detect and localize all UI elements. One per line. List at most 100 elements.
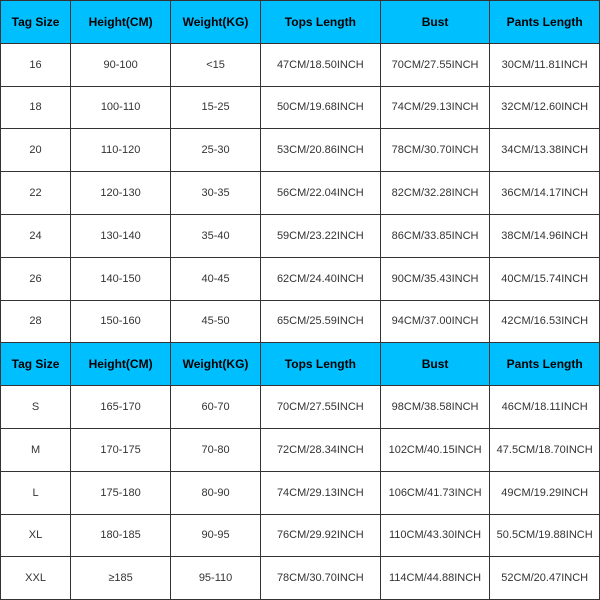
table-cell: 98CM/38.58INCH xyxy=(380,386,490,429)
table-cell: 70CM/27.55INCH xyxy=(260,386,380,429)
table-header-1: Tag Size Height(CM) Weight(KG) Tops Leng… xyxy=(1,1,600,44)
table-cell: 76CM/29.92INCH xyxy=(260,514,380,557)
table-cell: 49CM/19.29INCH xyxy=(490,471,600,514)
table-cell: <15 xyxy=(171,43,261,86)
table-cell: 16 xyxy=(1,43,71,86)
table-row: S165-17060-7070CM/27.55INCH98CM/38.58INC… xyxy=(1,386,600,429)
table-cell: L xyxy=(1,471,71,514)
table-row: M170-17570-8072CM/28.34INCH102CM/40.15IN… xyxy=(1,428,600,471)
header-tag-size: Tag Size xyxy=(1,1,71,44)
table-cell: 40-45 xyxy=(171,257,261,300)
table-cell: 56CM/22.04INCH xyxy=(260,172,380,215)
table-cell: 34CM/13.38INCH xyxy=(490,129,600,172)
header-tops-length-2: Tops Length xyxy=(260,343,380,386)
table-cell: 50.5CM/19.88INCH xyxy=(490,514,600,557)
header-pants-length-2: Pants Length xyxy=(490,343,600,386)
table-cell: 65CM/25.59INCH xyxy=(260,300,380,343)
table-cell: M xyxy=(1,428,71,471)
table-cell: 78CM/30.70INCH xyxy=(260,557,380,600)
table-cell: 180-185 xyxy=(71,514,171,557)
table-row: 18100-11015-2550CM/19.68INCH74CM/29.13IN… xyxy=(1,86,600,129)
table-cell: 52CM/20.47INCH xyxy=(490,557,600,600)
table-section-kids: 1690-100<1547CM/18.50INCH70CM/27.55INCH3… xyxy=(1,43,600,343)
table-cell: 78CM/30.70INCH xyxy=(380,129,490,172)
table-cell: 140-150 xyxy=(71,257,171,300)
table-cell: 114CM/44.88INCH xyxy=(380,557,490,600)
table-cell: 70-80 xyxy=(171,428,261,471)
table-cell: 30-35 xyxy=(171,172,261,215)
table-cell: 20 xyxy=(1,129,71,172)
table-row: 28150-16045-5065CM/25.59INCH94CM/37.00IN… xyxy=(1,300,600,343)
table-cell: ≥185 xyxy=(71,557,171,600)
table-cell: 28 xyxy=(1,300,71,343)
table-cell: 26 xyxy=(1,257,71,300)
table-row: 26140-15040-4562CM/24.40INCH90CM/35.43IN… xyxy=(1,257,600,300)
table-row: XXL≥18595-11078CM/30.70INCH114CM/44.88IN… xyxy=(1,557,600,600)
table-cell: 32CM/12.60INCH xyxy=(490,86,600,129)
table-cell: 74CM/29.13INCH xyxy=(380,86,490,129)
table-row: XL180-18590-9576CM/29.92INCH110CM/43.30I… xyxy=(1,514,600,557)
header-pants-length: Pants Length xyxy=(490,1,600,44)
table-row: 1690-100<1547CM/18.50INCH70CM/27.55INCH3… xyxy=(1,43,600,86)
table-cell: 150-160 xyxy=(71,300,171,343)
table-cell: 47CM/18.50INCH xyxy=(260,43,380,86)
table-cell: 165-170 xyxy=(71,386,171,429)
table-cell: 74CM/29.13INCH xyxy=(260,471,380,514)
table-cell: 102CM/40.15INCH xyxy=(380,428,490,471)
table-cell: 175-180 xyxy=(71,471,171,514)
table-cell: 70CM/27.55INCH xyxy=(380,43,490,86)
header-weight: Weight(KG) xyxy=(171,1,261,44)
header-bust: Bust xyxy=(380,1,490,44)
table-cell: 86CM/33.85INCH xyxy=(380,214,490,257)
table-section-adults: S165-17060-7070CM/27.55INCH98CM/38.58INC… xyxy=(1,386,600,600)
table-cell: 82CM/32.28INCH xyxy=(380,172,490,215)
table-cell: 40CM/15.74INCH xyxy=(490,257,600,300)
table-cell: 36CM/14.17INCH xyxy=(490,172,600,215)
header-tops-length: Tops Length xyxy=(260,1,380,44)
table-cell: 18 xyxy=(1,86,71,129)
table-cell: 46CM/18.11INCH xyxy=(490,386,600,429)
table-cell: 72CM/28.34INCH xyxy=(260,428,380,471)
table-cell: 53CM/20.86INCH xyxy=(260,129,380,172)
table-cell: 120-130 xyxy=(71,172,171,215)
table-cell: 170-175 xyxy=(71,428,171,471)
table-header-2: Tag Size Height(CM) Weight(KG) Tops Leng… xyxy=(1,343,600,386)
table-cell: 110CM/43.30INCH xyxy=(380,514,490,557)
table-cell: 45-50 xyxy=(171,300,261,343)
table-cell: 59CM/23.22INCH xyxy=(260,214,380,257)
table-cell: 47.5CM/18.70INCH xyxy=(490,428,600,471)
table-cell: 42CM/16.53INCH xyxy=(490,300,600,343)
table-cell: 90-95 xyxy=(171,514,261,557)
table-cell: 25-30 xyxy=(171,129,261,172)
header-tag-size-2: Tag Size xyxy=(1,343,71,386)
table-cell: 94CM/37.00INCH xyxy=(380,300,490,343)
table-cell: 15-25 xyxy=(171,86,261,129)
table-cell: 95-110 xyxy=(171,557,261,600)
table-cell: XL xyxy=(1,514,71,557)
table-row: 20110-12025-3053CM/20.86INCH78CM/30.70IN… xyxy=(1,129,600,172)
table-cell: 90-100 xyxy=(71,43,171,86)
table-cell: 106CM/41.73INCH xyxy=(380,471,490,514)
table-cell: XXL xyxy=(1,557,71,600)
header-height: Height(CM) xyxy=(71,1,171,44)
table-cell: 60-70 xyxy=(171,386,261,429)
table-row: 24130-14035-4059CM/23.22INCH86CM/33.85IN… xyxy=(1,214,600,257)
header-height-2: Height(CM) xyxy=(71,343,171,386)
table-cell: 24 xyxy=(1,214,71,257)
table-cell: 80-90 xyxy=(171,471,261,514)
header-weight-2: Weight(KG) xyxy=(171,343,261,386)
table-cell: 130-140 xyxy=(71,214,171,257)
table-cell: 30CM/11.81INCH xyxy=(490,43,600,86)
table-cell: 90CM/35.43INCH xyxy=(380,257,490,300)
table-cell: S xyxy=(1,386,71,429)
size-chart-table: Tag Size Height(CM) Weight(KG) Tops Leng… xyxy=(0,0,600,600)
table-row: 22120-13030-3556CM/22.04INCH82CM/32.28IN… xyxy=(1,172,600,215)
table-cell: 22 xyxy=(1,172,71,215)
table-cell: 110-120 xyxy=(71,129,171,172)
table-cell: 100-110 xyxy=(71,86,171,129)
table-cell: 38CM/14.96INCH xyxy=(490,214,600,257)
table-cell: 35-40 xyxy=(171,214,261,257)
header-bust-2: Bust xyxy=(380,343,490,386)
table-cell: 62CM/24.40INCH xyxy=(260,257,380,300)
table-row: L175-18080-9074CM/29.13INCH106CM/41.73IN… xyxy=(1,471,600,514)
